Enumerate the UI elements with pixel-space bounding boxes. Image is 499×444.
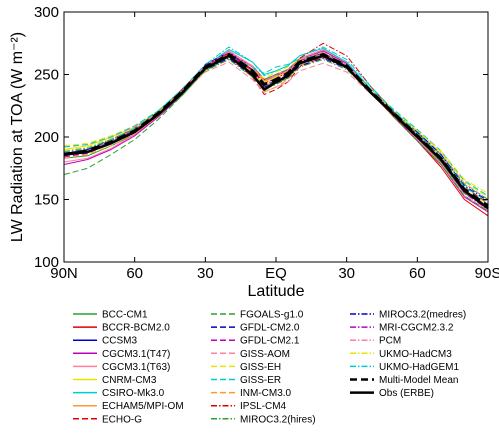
legend-label: FGOALS-g1.0 — [240, 310, 304, 321]
legend-label: BCC-CM1 — [102, 310, 148, 321]
legend-label: CGCM3.1(T63) — [102, 362, 170, 373]
series-line-24 — [63, 54, 489, 210]
legend-label: UKMO-HadCM3 — [379, 349, 452, 360]
legend-label: BCCR-BCM2.0 — [102, 323, 170, 334]
legend-label: UKMO-HadGEM1 — [379, 362, 459, 373]
x-tick-label: 30 — [197, 265, 214, 282]
legend-label: CGCM3.1(T47) — [102, 349, 170, 360]
legend-label: Multi-Model Mean — [379, 375, 458, 386]
legend-label: MIROC3.2(hires) — [240, 414, 316, 425]
x-tick-label: 60 — [126, 265, 143, 282]
legend-label: GISS-ER — [240, 375, 281, 386]
series-line-14 — [63, 54, 489, 197]
x-tick-label: EQ — [265, 265, 287, 282]
legend-label: Obs (ERBE) — [379, 388, 434, 399]
x-tick-label: 30 — [338, 265, 355, 282]
y-tick-label: 200 — [34, 129, 59, 146]
y-tick-label: 100 — [34, 254, 59, 271]
series-line-9 — [63, 51, 489, 212]
x-tick-label: 60 — [409, 265, 426, 282]
y-tick-label: 150 — [34, 192, 59, 209]
legend-label: ECHO-G — [102, 414, 142, 425]
y-tick-label: 250 — [34, 67, 59, 84]
legend-label: ECHAM5/MPI-OM — [102, 401, 184, 412]
legend-label: GISS-EH — [240, 362, 281, 373]
legend-label: MRI-CGCM2.3.2 — [379, 323, 454, 334]
legend-label: GISS-AOM — [240, 349, 290, 360]
legend-label: GFDL-CM2.0 — [240, 323, 300, 334]
x-tick-label: 90N — [50, 265, 78, 282]
x-tick-label: 90S — [475, 265, 499, 282]
series-line-16 — [63, 42, 489, 208]
legend-label: GFDL-CM2.1 — [240, 336, 300, 347]
legend-label: IPSL-CM4 — [240, 401, 287, 412]
legend-label: CSIRO-Mk3.0 — [102, 388, 165, 399]
legend-label: CNRM-CM3 — [102, 375, 157, 386]
series-line-22 — [63, 46, 489, 203]
axis-ticks: 90N 60 30 EQ 30 60 90S 100 150 200 250 300 — [34, 4, 499, 282]
legend-label: MIROC3.2(medres) — [379, 310, 466, 321]
legend-label: CCSM3 — [102, 336, 137, 347]
y-axis-title: LW Radiation at TOA (W m⁻²) — [9, 32, 26, 242]
legend-label: INM-CM3.0 — [240, 388, 292, 399]
legend: BCC-CM1 BCCR-BCM2.0 CCSM3 CGCM3.1(T47) CGCM3… — [73, 310, 466, 425]
legend-label: PCM — [379, 336, 401, 347]
y-tick-label: 300 — [34, 4, 59, 21]
x-axis-title: Latitude — [248, 283, 305, 300]
plot-lines — [63, 42, 489, 217]
